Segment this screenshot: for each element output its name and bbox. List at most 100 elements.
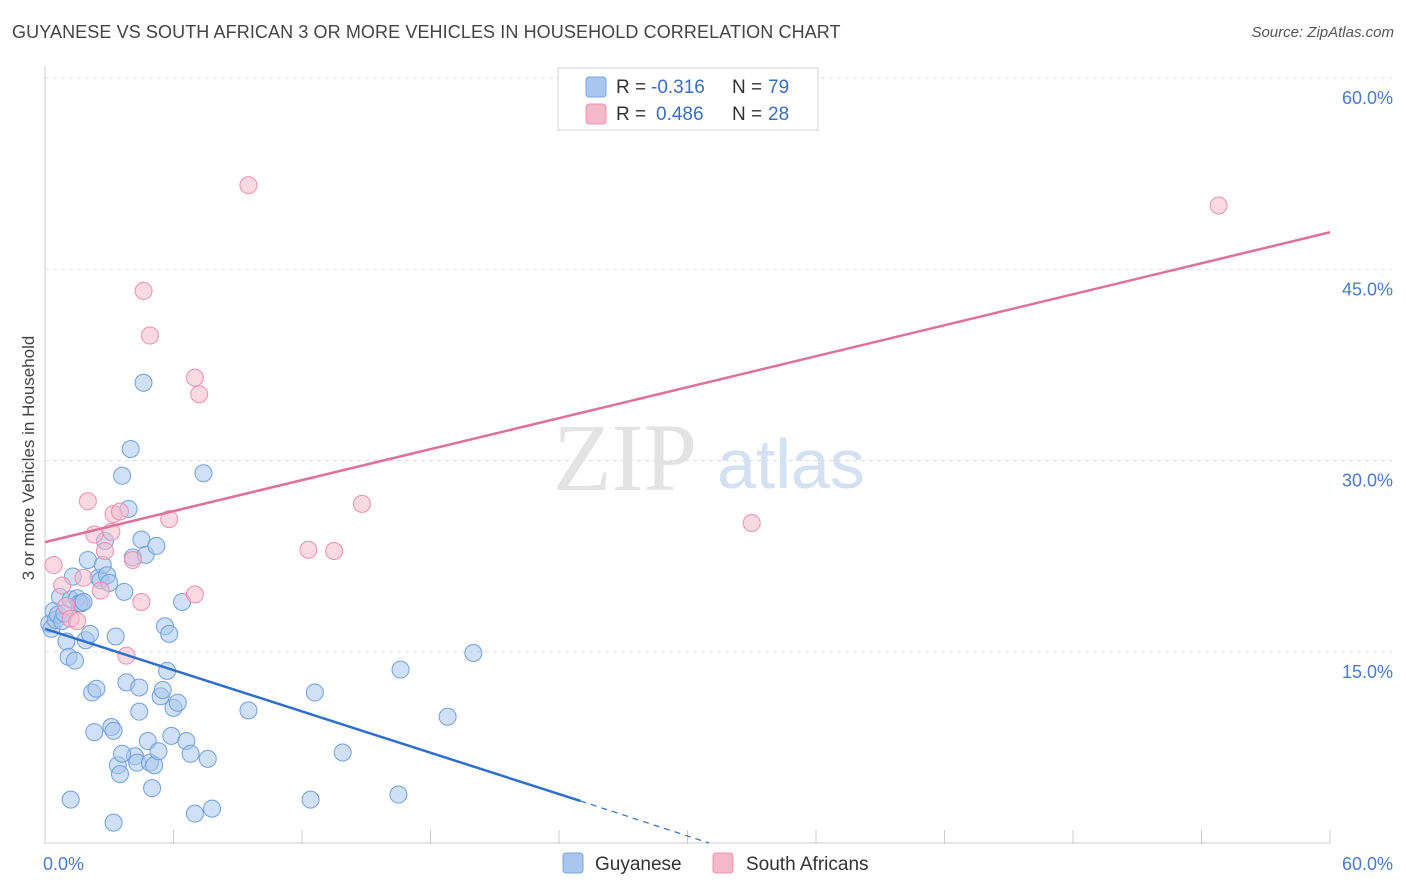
data-point [389, 785, 408, 804]
chart-title: GUYANESE VS SOUTH AFRICAN 3 OR MORE VEHI… [12, 22, 841, 42]
data-point [438, 707, 457, 726]
data-point [95, 542, 114, 561]
data-point [181, 744, 200, 763]
data-point [391, 660, 410, 679]
correlation-legend: R = -0.316 N = 79 R = 0.486 N = 28 [557, 67, 819, 131]
data-point [44, 556, 63, 575]
data-point [87, 679, 106, 698]
y-tick-labels: 15.0% 30.0% 45.0% 60.0% [1342, 88, 1393, 682]
data-point [333, 743, 352, 762]
data-point [352, 494, 371, 513]
y-tick-label: 45.0% [1342, 279, 1393, 299]
data-point [80, 624, 99, 643]
data-point [134, 281, 153, 300]
y-tick-label: 30.0% [1342, 471, 1393, 491]
data-point [301, 790, 320, 809]
legend-swatch-south-africans [585, 103, 607, 125]
trend-lines [44, 231, 1331, 844]
series-legend-swatch-south-africans [712, 852, 734, 874]
trend-line-south-africans [44, 231, 1331, 544]
data-point [68, 612, 87, 631]
data-point [203, 799, 222, 818]
data-point [123, 550, 142, 569]
legend-n-label: N = [732, 77, 762, 98]
legend-n-value-guyanese: 79 [768, 77, 789, 98]
data-point [130, 678, 149, 697]
data-point [168, 693, 187, 712]
watermark: ZIP atlas [553, 404, 865, 511]
grid-lines [45, 77, 1392, 653]
legend-r-value-south-africans: 0.486 [656, 104, 704, 125]
data-point [110, 765, 129, 784]
data-point [106, 627, 125, 646]
x-tick-labels: 0.0% 60.0% [43, 854, 1393, 874]
data-point [185, 585, 204, 604]
legend-r-label: R = [616, 104, 646, 125]
data-point [53, 576, 72, 595]
data-points [40, 176, 1228, 832]
data-point [190, 385, 209, 404]
data-point [194, 464, 213, 483]
data-point [464, 644, 483, 663]
data-point [185, 368, 204, 387]
series-legend: Guyanese South Africans [562, 852, 869, 875]
watermark-atlas: atlas [717, 425, 865, 503]
data-point [110, 502, 129, 521]
legend-n-label: N = [732, 104, 762, 125]
data-point [78, 492, 97, 511]
series-south-africans [44, 176, 1228, 665]
legend-r-value-guyanese: -0.316 [651, 77, 705, 98]
legend-n-value-south-africans: 28 [768, 104, 789, 125]
data-point [160, 624, 179, 643]
data-point [299, 540, 318, 559]
data-point [104, 721, 123, 740]
series-legend-swatch-guyanese [562, 852, 584, 874]
y-tick-label: 60.0% [1342, 88, 1393, 108]
data-point [113, 744, 132, 763]
y-tick-label: 15.0% [1342, 662, 1393, 682]
data-point [78, 550, 97, 569]
data-point [121, 440, 140, 459]
source-label: Source: ZipAtlas.com [1251, 24, 1394, 41]
svg-text:R =: R = [616, 77, 646, 98]
axes [44, 66, 1331, 844]
data-point [140, 326, 159, 345]
data-point [74, 593, 93, 612]
data-point [305, 683, 324, 702]
data-point [132, 593, 151, 612]
data-point [239, 701, 258, 720]
x-tick-label: 60.0% [1342, 854, 1393, 874]
data-point [61, 790, 80, 809]
data-point [239, 176, 258, 195]
data-point [143, 779, 162, 798]
data-point [74, 568, 93, 587]
data-point [132, 530, 151, 549]
data-point [91, 581, 110, 600]
data-point [147, 536, 166, 555]
legend-swatch-guyanese [585, 76, 607, 98]
data-point [162, 726, 181, 745]
data-point [113, 466, 132, 485]
watermark-zip: ZIP [553, 404, 697, 511]
data-point [1209, 196, 1228, 215]
data-point [134, 373, 153, 392]
data-point [153, 681, 172, 699]
data-point [198, 749, 217, 768]
data-point [130, 702, 149, 721]
trend-line-guyanese-extension [580, 800, 710, 844]
data-point [149, 742, 168, 761]
series-legend-label-guyanese: Guyanese [595, 854, 682, 875]
data-point [65, 651, 84, 670]
data-point [85, 723, 104, 742]
data-point [742, 513, 761, 532]
legend-r-label: R = [616, 77, 646, 98]
trend-line-guyanese [44, 627, 581, 803]
series-legend-label-south-africans: South Africans [746, 854, 869, 875]
x-tick-label: 0.0% [43, 854, 84, 874]
data-point [325, 542, 344, 561]
data-point [104, 813, 123, 832]
data-point [185, 804, 204, 823]
data-point [160, 510, 179, 529]
series-guyanese [40, 373, 483, 832]
